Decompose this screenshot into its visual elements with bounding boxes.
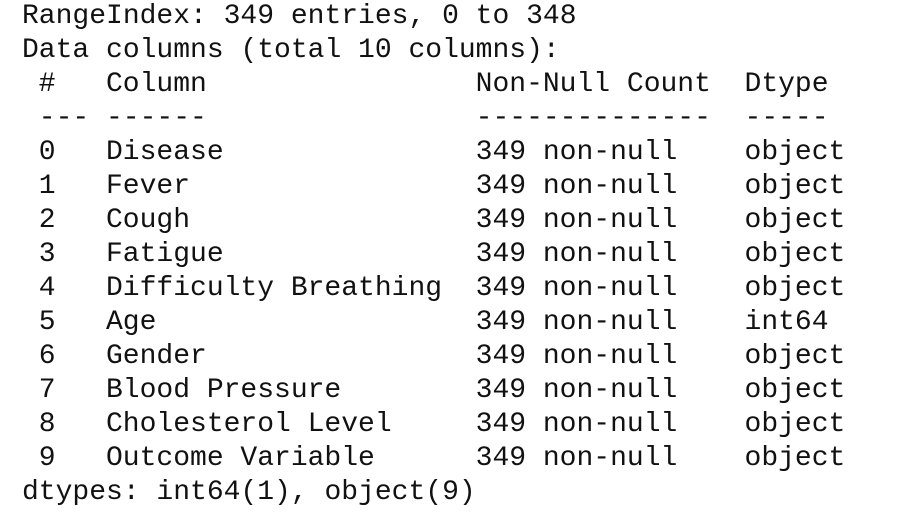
row-cell: 8 [38, 409, 56, 440]
row-cell: 0 [38, 137, 56, 168]
row-cell: object [744, 443, 846, 474]
row-cell: 349 non-null [475, 341, 678, 372]
row-cell: object [744, 171, 846, 202]
row-cell: 349 non-null [475, 239, 678, 270]
row-cell: object [744, 409, 846, 440]
footer-line: dtypes: int64(1), object(9) [22, 477, 476, 508]
row-cell: Disease [106, 137, 224, 168]
header-cell: Non-Null Count [475, 69, 711, 100]
row-cell: 349 non-null [475, 443, 678, 474]
row-cell: 349 non-null [475, 137, 678, 168]
row-cell: Difficulty Breathing [106, 273, 443, 304]
table-row: 8 Cholesterol Level 349 non-null object [22, 408, 892, 442]
row-cell: Blood Pressure [106, 375, 342, 406]
row-cell: Outcome Variable [106, 443, 375, 474]
row-cell: object [744, 341, 846, 372]
separator-cell: --- [38, 103, 90, 134]
row-cell: 2 [38, 205, 56, 236]
table-separator: --- ------ -------------- ----- [22, 102, 892, 136]
row-cell: Age [106, 307, 157, 338]
row-cell: 349 non-null [475, 273, 678, 304]
info-line: Data columns (total 10 columns): [22, 35, 560, 66]
row-cell: object [744, 137, 846, 168]
table-row: 9 Outcome Variable 349 non-null object [22, 442, 892, 476]
header-cell: Dtype [744, 69, 829, 100]
info-line: RangeIndex: 349 entries, 0 to 348 [22, 1, 577, 32]
table-row: 1 Fever 349 non-null object [22, 170, 892, 204]
row-cell: object [744, 205, 846, 236]
table-row: 5 Age 349 non-null int64 [22, 306, 892, 340]
row-cell: 349 non-null [475, 375, 678, 406]
table-row: 0 Disease 349 non-null object [22, 136, 892, 170]
row-cell: 349 non-null [475, 409, 678, 440]
row-cell: 4 [38, 273, 56, 304]
row-cell: Fatigue [106, 239, 224, 270]
table-row: 7 Blood Pressure 349 non-null object [22, 374, 892, 408]
separator-cell: ----- [744, 103, 829, 134]
row-cell: 6 [38, 341, 56, 372]
row-cell: 5 [38, 307, 56, 338]
row-cell: Cough [106, 205, 191, 236]
row-cell: 349 non-null [475, 307, 678, 338]
row-cell: 1 [38, 171, 56, 202]
separator-cell: -------------- [475, 103, 711, 134]
row-cell: 349 non-null [475, 205, 678, 236]
row-cell: int64 [744, 307, 829, 338]
row-cell: object [744, 239, 846, 270]
row-cell: Gender [106, 341, 207, 372]
table-row: 4 Difficulty Breathing 349 non-null object [22, 272, 892, 306]
row-cell: 349 non-null [475, 171, 678, 202]
row-cell: Fever [106, 171, 191, 202]
row-cell: 7 [38, 375, 56, 406]
header-cell: Column [106, 69, 207, 100]
table-row: 3 Fatigue 349 non-null object [22, 238, 892, 272]
row-cell: 9 [38, 443, 56, 474]
table-row: 6 Gender 349 non-null object [22, 340, 892, 374]
row-cell: Cholesterol Level [106, 409, 392, 440]
row-cell: object [744, 375, 846, 406]
header-cell: # [38, 69, 56, 100]
table-header: # Column Non-Null Count Dtype [22, 68, 892, 102]
row-cell: 3 [38, 239, 56, 270]
separator-cell: ------ [106, 103, 207, 134]
table-row: 2 Cough 349 non-null object [22, 204, 892, 238]
row-cell: object [744, 273, 846, 304]
